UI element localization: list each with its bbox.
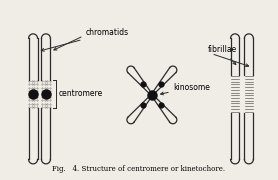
Text: fibrillae: fibrillae [207,45,237,64]
Text: centromere: centromere [58,89,103,98]
Text: chromatids: chromatids [41,28,129,51]
Text: Fig.   4. Structure of centromere or kinetochore.: Fig. 4. Structure of centromere or kinet… [53,165,225,173]
Text: kinosome: kinosome [161,83,210,95]
